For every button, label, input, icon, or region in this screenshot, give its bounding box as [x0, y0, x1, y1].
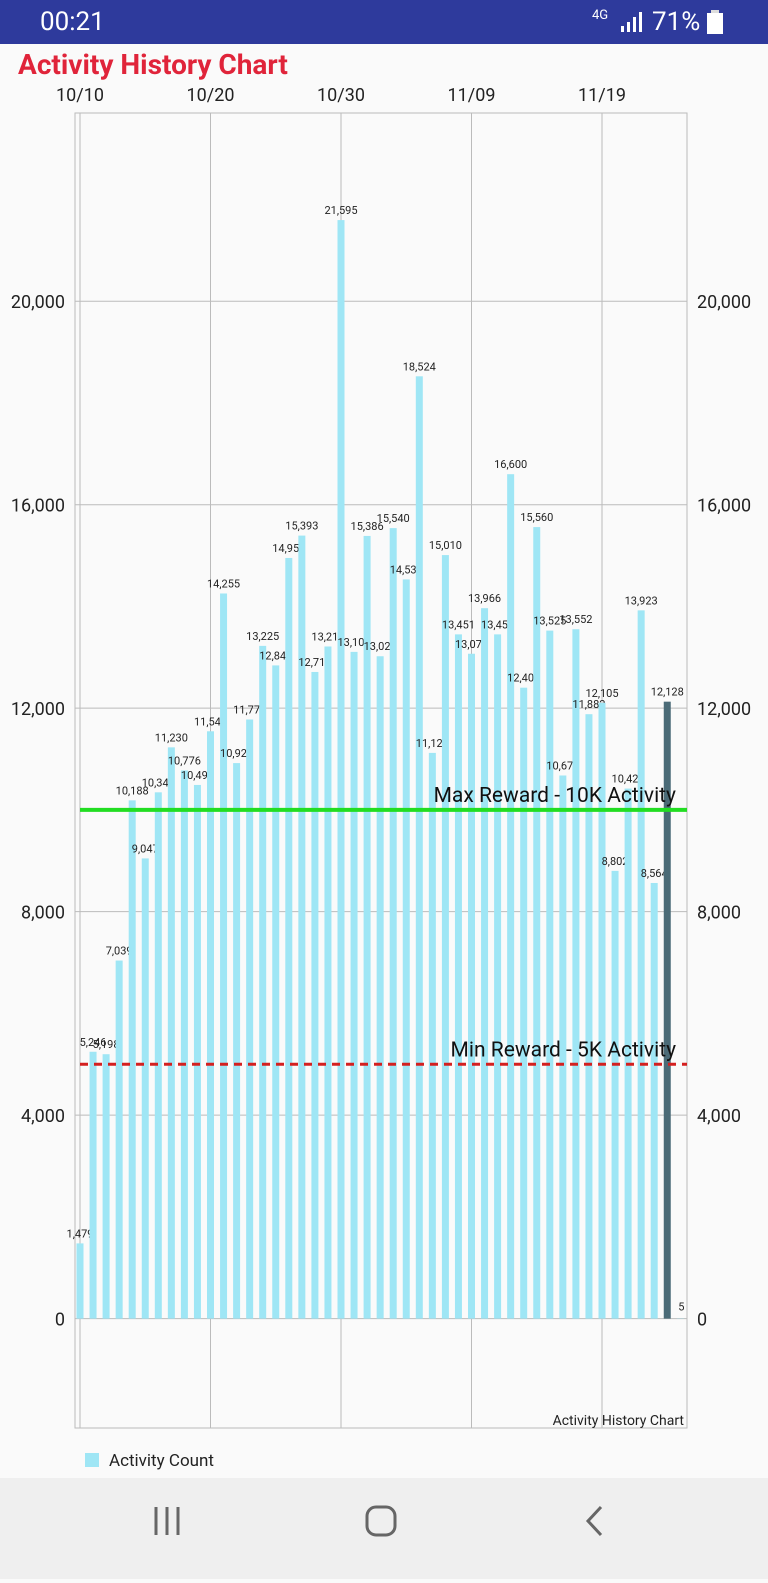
bar: [442, 555, 449, 1319]
x-tick-label: 10/30: [317, 85, 365, 106]
data-label: 8,564: [641, 867, 668, 880]
y-tick-label: 4,000: [21, 1106, 65, 1127]
limit-line-label: Min Reward - 5K Activity: [451, 1038, 677, 1062]
data-label: 13,451: [442, 618, 475, 631]
y-tick-label: 8,000: [21, 903, 65, 924]
data-label: 15,560: [520, 511, 553, 524]
y-tick-label: 16,000: [11, 496, 65, 517]
y2-tick-label: 8,000: [697, 903, 741, 924]
bar: [403, 579, 410, 1318]
legend-swatch: [85, 1453, 99, 1467]
bar: [338, 220, 345, 1319]
data-label: 8,802: [602, 855, 629, 868]
bar: [377, 656, 384, 1318]
bar: [155, 792, 162, 1318]
data-label: 11,230: [155, 731, 188, 744]
data-label: 21,595: [324, 204, 357, 217]
bar: [129, 800, 136, 1318]
bar: [272, 665, 279, 1318]
recent-apps-button[interactable]: [156, 1507, 178, 1535]
bar: [533, 527, 540, 1319]
bar: [324, 646, 331, 1318]
y-tick-label: 0: [55, 1310, 65, 1331]
navigation-bar: [0, 1478, 768, 1579]
bar: [390, 528, 397, 1319]
bar: [651, 883, 658, 1319]
y-tick-label: 12,000: [11, 699, 65, 720]
y-tick-label: 20,000: [11, 292, 65, 313]
data-label: 14,255: [207, 577, 240, 590]
chart: 0 0 4,000 4,000 8,000 8,000 12,000 12,000 16,000…: [0, 0, 768, 1478]
y2-tick-label: 16,000: [697, 496, 751, 517]
data-label: 13,966: [468, 592, 501, 605]
x-tick-label: 11/19: [578, 85, 626, 106]
bar: [259, 646, 266, 1319]
bar: [77, 1243, 84, 1318]
back-button[interactable]: [588, 1507, 601, 1535]
bar: [90, 1052, 97, 1319]
bar: [220, 593, 227, 1318]
home-button[interactable]: [367, 1507, 395, 1535]
bar: [638, 610, 645, 1318]
data-label: 9,047: [132, 842, 159, 855]
bar: [351, 652, 358, 1319]
bar: [468, 654, 475, 1319]
bar: [233, 763, 240, 1319]
data-label: 5: [678, 1301, 684, 1314]
bar: [507, 474, 514, 1318]
bar: [455, 634, 462, 1318]
data-label: 13,225: [246, 630, 279, 643]
y2-tick-label: 4,000: [697, 1106, 741, 1127]
chart-description: Activity History Chart: [553, 1413, 685, 1429]
bar: [364, 536, 371, 1319]
bar: [481, 608, 488, 1318]
y2-tick-label: 20,000: [697, 292, 751, 313]
x-tick-label: 10/20: [187, 85, 235, 106]
data-label: 1,479: [67, 1227, 94, 1240]
data-label: 15,393: [285, 520, 318, 533]
y2-tick-label: 12,000: [697, 699, 751, 720]
bar: [103, 1054, 110, 1318]
data-label: 12,105: [585, 687, 618, 700]
x-tick-label: 11/09: [448, 85, 496, 106]
bar: [285, 558, 292, 1319]
bar: [181, 770, 188, 1318]
limit-line-label: Max Reward - 10K Activity: [434, 784, 676, 808]
y2-tick-label: 0: [697, 1310, 707, 1331]
bar: [612, 871, 619, 1319]
data-label: 16,600: [494, 458, 527, 471]
data-label: 7,039: [106, 945, 133, 958]
data-label: 18,524: [403, 360, 436, 373]
nav-icons: [0, 1478, 768, 1579]
data-label: 13,552: [559, 613, 592, 626]
data-label: 5,198: [93, 1038, 120, 1051]
bar: [194, 785, 201, 1319]
bar: [168, 747, 175, 1318]
data-label: 13,923: [625, 594, 658, 607]
bar: [116, 961, 123, 1319]
legend-label: Activity Count: [109, 1451, 214, 1471]
bar: [546, 631, 553, 1319]
data-label: 12,128: [651, 686, 684, 699]
bar: [207, 731, 214, 1318]
bar: [311, 672, 318, 1319]
bar: [429, 753, 436, 1319]
bar: [142, 858, 149, 1318]
bar: [298, 536, 305, 1319]
x-tick-label: 10/10: [56, 85, 104, 106]
bar: [520, 688, 527, 1319]
bar: [494, 634, 501, 1318]
data-label: 15,540: [377, 512, 410, 525]
bar: [416, 376, 423, 1318]
bar: [572, 629, 579, 1318]
data-label: 10,776: [168, 754, 201, 767]
data-label: 15,010: [429, 539, 462, 552]
